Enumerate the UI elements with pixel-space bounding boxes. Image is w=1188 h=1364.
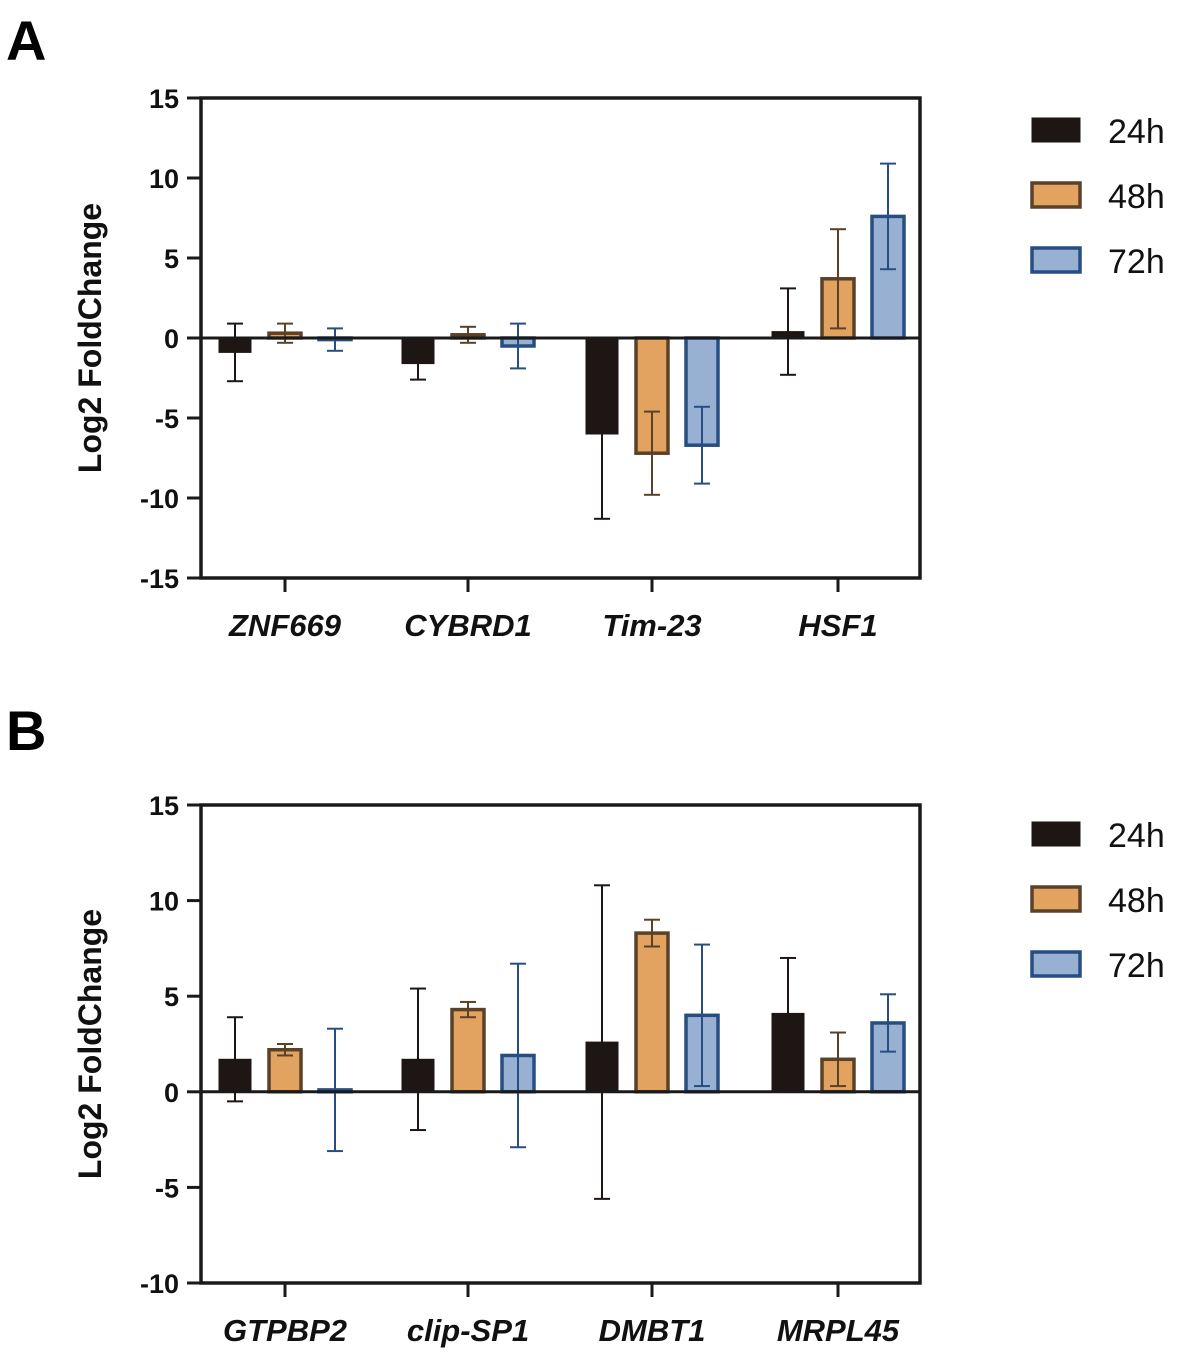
panel-a-category-label: HSF1 <box>798 608 877 643</box>
panel-a-legend-swatch-24h <box>1031 117 1081 143</box>
panel-b-bar-48h <box>634 931 670 1094</box>
panel-b-letter: B <box>6 699 46 762</box>
panel-b-category-label: DMBT1 <box>599 1313 706 1348</box>
panel-a-ytick-label: 15 <box>149 84 179 114</box>
panel-a-ytick-label: -5 <box>155 404 179 434</box>
panel-b-legend-swatch-48h <box>1030 885 1082 913</box>
panel-a-plot-frame <box>199 96 922 580</box>
panel-b-plot-frame <box>199 803 922 1285</box>
panel-b-legend-swatch-72h <box>1030 950 1082 978</box>
panel-a-ytick-label: 10 <box>149 164 179 194</box>
panel-b-category-label: clip-SP1 <box>407 1313 529 1348</box>
panel-b-legend-label-48h: 48h <box>1108 882 1165 920</box>
panel-b-legend-swatch-24h <box>1031 821 1081 847</box>
panel-a-category-label: ZNF669 <box>228 608 342 643</box>
panel-a-legend-label-72h: 72h <box>1108 243 1165 281</box>
panel-a-ylabel: Log2 FoldChange <box>72 203 108 473</box>
panel-b-ytick-label: -10 <box>140 1269 179 1299</box>
panel-a-ytick-label: 5 <box>164 244 179 274</box>
panel-b-legend-label-24h: 24h <box>1108 817 1165 855</box>
panel-b-ytick-label: -5 <box>155 1173 179 1203</box>
panel-b-legend-label-72h: 72h <box>1108 947 1165 985</box>
panel-a-letter: A <box>6 9 46 72</box>
panel-b-ytick-label: 0 <box>164 1078 179 1108</box>
panel-a-legend-label-24h: 24h <box>1108 113 1165 151</box>
panel-a-category-label: Tim-23 <box>602 608 701 643</box>
panel-b-ytick-label: 5 <box>164 982 179 1012</box>
panel-b-category-label: GTPBP2 <box>223 1313 347 1348</box>
panel-b-category-label: MRPL45 <box>777 1313 900 1348</box>
panel-b-ytick-label: 15 <box>149 791 179 821</box>
panel-b-ylabel: Log2 FoldChange <box>72 909 108 1179</box>
panel-b-bar-48h <box>450 1007 486 1094</box>
panel-a-ytick-label: 0 <box>164 324 179 354</box>
panel-a-ytick-label: -15 <box>140 564 179 594</box>
panel-a-legend-swatch-72h <box>1030 246 1082 274</box>
panel-a-legend-swatch-48h <box>1030 181 1082 209</box>
panel-a-category-label: CYBRD1 <box>404 608 531 643</box>
panel-b-ytick-label: 10 <box>149 887 179 917</box>
panel-a-ytick-label: -10 <box>140 484 179 514</box>
panel-a-legend-label-48h: 48h <box>1108 178 1165 216</box>
